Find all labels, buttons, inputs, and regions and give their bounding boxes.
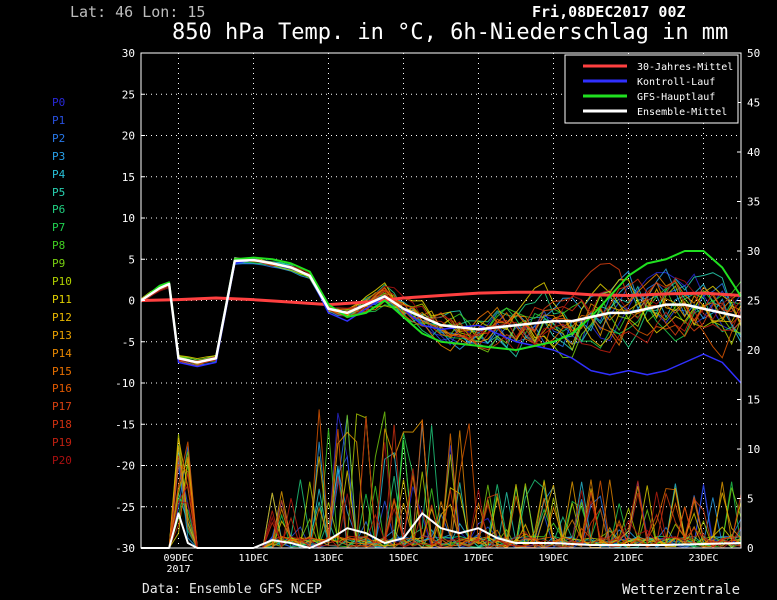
member-label: P18 <box>52 418 72 432</box>
member-label: P9 <box>52 257 66 271</box>
member-label: P0 <box>52 96 66 109</box>
x-tick-label: 11DEC <box>238 553 268 564</box>
member-label: P3 <box>52 149 66 163</box>
legend-label: GFS-Hauptlauf <box>637 92 715 103</box>
member-label: P12 <box>52 310 72 324</box>
lat-lon-label: Lat: 46 Lon: 15 <box>70 3 206 21</box>
y-tick-label-left: 10 <box>122 212 135 225</box>
legend-label: 30-Jahres-Mittel <box>637 62 733 73</box>
y-tick-label-left: -5 <box>122 336 135 349</box>
x-tick-label: 09DEC <box>163 553 193 564</box>
series-line <box>140 290 742 307</box>
x-tick-label: 23DEC <box>688 553 718 564</box>
series-lines <box>140 250 742 549</box>
member-label: P19 <box>52 436 72 450</box>
y-tick-label-right: 40 <box>747 146 760 159</box>
member-label: P11 <box>52 292 72 306</box>
member-precip-line <box>141 423 742 549</box>
member-precip-line <box>141 424 742 549</box>
x-tick-label: 15DEC <box>388 553 418 564</box>
y-tick-label-right: 35 <box>747 196 760 209</box>
y-tick-label-left: 5 <box>128 253 135 266</box>
axes: -30 -25 -20 -15 -10 -5 0 5 10 15 20 25 30 0 5 10 15 20 25 3… <box>115 47 760 575</box>
y-tick-label-left: 15 <box>122 171 135 184</box>
y-tick-label-right: 5 <box>747 493 754 506</box>
y-tick-label-left: -15 <box>115 418 135 431</box>
y-tick-label-left: 20 <box>122 130 135 143</box>
member-label: P5 <box>52 185 66 199</box>
run-datetime: Fri,08DEC2017 00Z <box>532 3 686 21</box>
member-label: P14 <box>52 346 72 360</box>
x-tick-label: 19DEC <box>538 553 568 564</box>
x-tick-sublabel: 2017 <box>166 564 190 575</box>
y-tick-label-left: -25 <box>115 501 135 514</box>
member-label: P16 <box>52 382 72 396</box>
y-tick-label-right: 20 <box>747 344 760 357</box>
member-precip-line <box>141 433 742 549</box>
member-precip-line <box>141 425 742 549</box>
y-tick-label-right: 30 <box>747 245 760 258</box>
x-tick-label: 13DEC <box>313 553 343 564</box>
member-precip-line <box>141 433 742 549</box>
y-tick-label-left: -10 <box>115 377 135 390</box>
chart-title: 850 hPa Temp. in °C, 6h-Niederschlag in … <box>172 20 729 45</box>
y-tick-label-right: 45 <box>747 97 760 110</box>
member-label: P17 <box>52 400 72 414</box>
y-tick-label-right: 50 <box>747 47 760 60</box>
y-tick-label-left: 0 <box>128 295 135 308</box>
member-label: P2 <box>52 131 66 145</box>
series-line <box>140 258 742 364</box>
member-label: P8 <box>52 239 66 253</box>
y-tick-label-right: 10 <box>747 443 760 456</box>
y-tick-label-left: 30 <box>122 47 135 60</box>
member-label: P13 <box>52 328 72 342</box>
member-label: P1 <box>52 113 66 127</box>
member-label: P20 <box>52 454 72 467</box>
y-tick-label-right: 25 <box>747 295 760 308</box>
member-label: P15 <box>52 364 72 378</box>
y-tick-label-right: 15 <box>747 394 760 407</box>
member-temp-line <box>140 262 742 367</box>
brand-label: Wetterzentrale <box>622 582 741 598</box>
member-label: P4 <box>52 167 66 181</box>
data-source-label: Data: Ensemble GFS NCEP <box>142 582 323 597</box>
legend-label: Ensemble-Mittel <box>637 107 727 118</box>
member-label: P10 <box>52 275 72 288</box>
y-tick-label-right: 0 <box>747 542 754 555</box>
member-precip-line <box>141 430 742 549</box>
member-label: P6 <box>52 203 66 217</box>
x-tick-label: 17DEC <box>463 553 493 564</box>
y-tick-label-left: -20 <box>115 460 135 473</box>
member-label: P7 <box>52 221 66 235</box>
y-tick-label-left: 25 <box>122 88 135 101</box>
legend: 30-Jahres-Mittel Kontroll-Lauf GFS-Hauptla… <box>564 54 739 124</box>
x-tick-label: 21DEC <box>613 553 643 564</box>
legend-label: Kontroll-Lauf <box>637 77 715 88</box>
y-tick-label-left: -30 <box>115 542 135 555</box>
member-precip-line <box>141 428 742 549</box>
